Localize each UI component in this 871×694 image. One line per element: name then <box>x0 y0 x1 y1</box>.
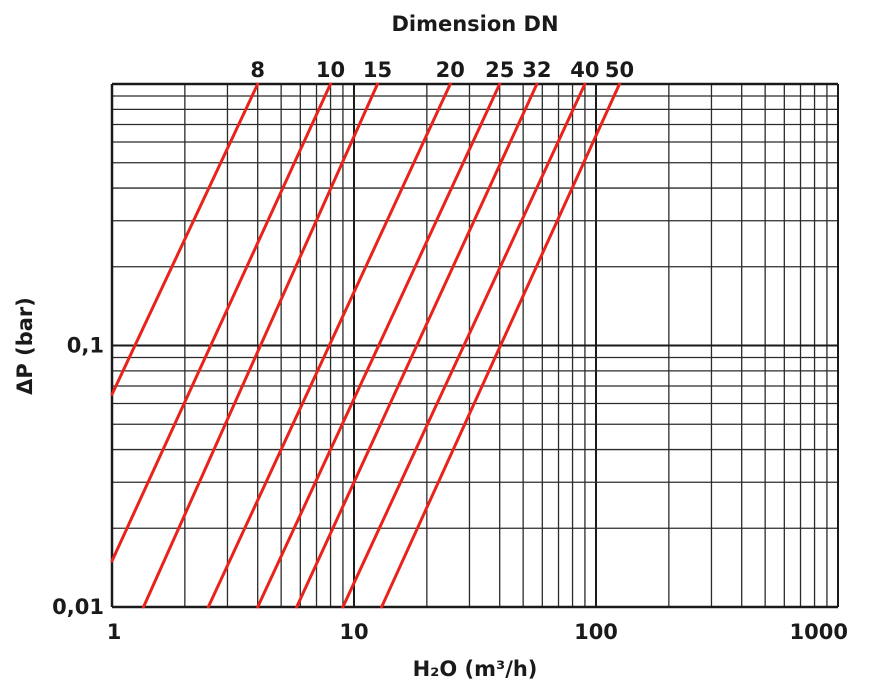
curve-dn-20 <box>206 82 452 609</box>
x-tick-label: 1000 <box>790 620 848 644</box>
curve-dn-8 <box>110 82 260 396</box>
chart-title: Dimension DN <box>391 12 558 36</box>
dn-label-25: 25 <box>485 58 514 82</box>
x-tick-label: 10 <box>339 620 368 644</box>
y-axis-label: ΔP (bar) <box>13 297 37 395</box>
curves <box>110 82 621 609</box>
dn-labels: 8 10 15 20 25 32 40 50 <box>250 58 634 82</box>
curve-dn-25 <box>256 82 502 609</box>
dn-label-40: 40 <box>570 58 599 82</box>
curve-dn-10 <box>110 82 332 563</box>
dn-label-10: 10 <box>316 58 345 82</box>
y-tick-label: 0,01 <box>52 595 104 619</box>
dn-label-32: 32 <box>522 58 551 82</box>
x-tick-label: 100 <box>574 620 618 644</box>
curve-dn-50 <box>380 82 621 609</box>
y-tick-labels: 0,01 0,1 <box>52 334 104 620</box>
curve-dn-40 <box>341 82 587 609</box>
x-tick-labels: 1 10 100 1000 <box>107 620 848 644</box>
y-tick-label: 0,1 <box>67 334 104 358</box>
dn-label-50: 50 <box>605 58 634 82</box>
x-tick-label: 1 <box>107 620 122 644</box>
x-axis-label: H₂O (m³/h) <box>413 657 538 681</box>
dn-label-15: 15 <box>363 58 392 82</box>
dn-label-20: 20 <box>436 58 465 82</box>
curve-dn-32 <box>295 82 539 609</box>
dn-label-8: 8 <box>250 58 265 82</box>
curve-dn-15 <box>142 82 379 609</box>
